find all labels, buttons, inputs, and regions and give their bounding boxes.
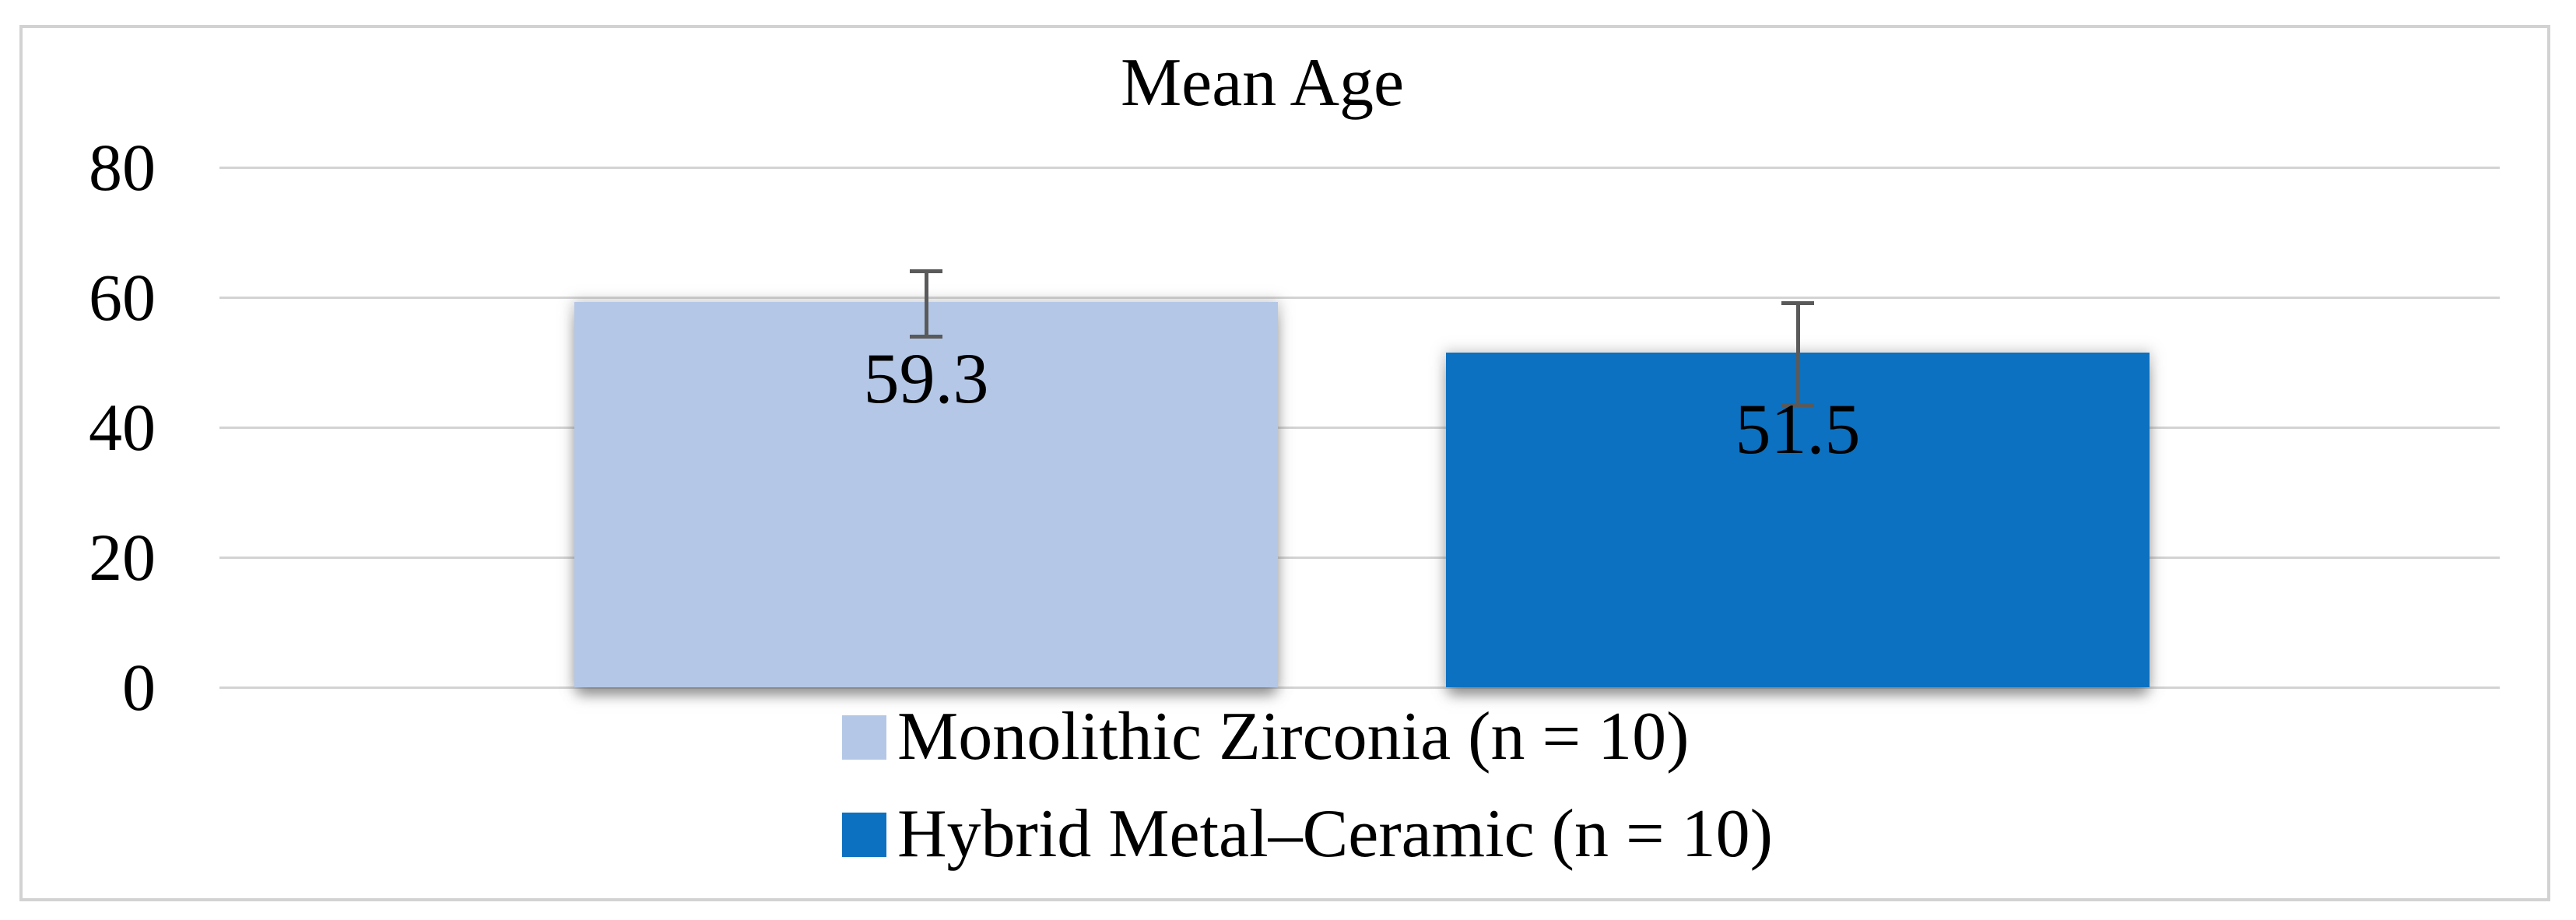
gridline — [219, 557, 2500, 559]
gridline — [219, 686, 2500, 689]
error-bar-cap — [910, 269, 942, 274]
error-bar-line — [1795, 303, 1800, 406]
y-axis-tick-label: 40 — [89, 390, 156, 465]
data-label: 59.3 — [863, 338, 989, 418]
gridline — [219, 427, 2500, 429]
error-bar-cap — [1781, 402, 1814, 407]
bar — [574, 301, 1278, 687]
error-bar-line — [924, 272, 928, 337]
error-bar-cap — [910, 334, 942, 339]
data-label: 51.5 — [1735, 388, 1861, 469]
error-bar-cap — [1781, 300, 1814, 305]
legend-label: Hybrid Metal–Ceramic (n = 10) — [897, 796, 1773, 872]
legend-label: Monolithic Zirconia (n = 10) — [897, 699, 1690, 774]
bar — [1446, 352, 2150, 687]
gridline — [219, 167, 2500, 169]
chart-title: Mean Age — [1120, 45, 1405, 121]
legend-swatch — [842, 715, 886, 760]
y-axis-tick-label: 60 — [89, 260, 156, 335]
y-axis-tick-label: 80 — [89, 130, 156, 205]
y-axis-tick-label: 20 — [89, 520, 156, 595]
legend-swatch — [842, 812, 886, 857]
gridline — [219, 297, 2500, 299]
y-axis-tick-label: 0 — [122, 650, 156, 725]
